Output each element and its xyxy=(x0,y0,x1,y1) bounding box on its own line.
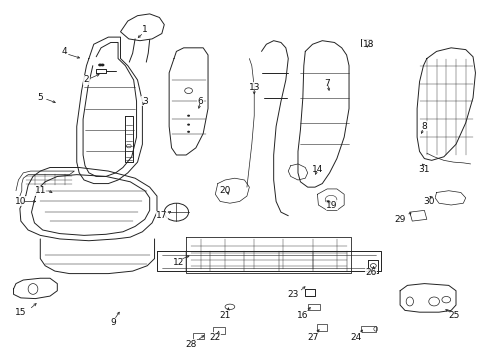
Text: 22: 22 xyxy=(209,333,221,342)
Text: 21: 21 xyxy=(219,311,230,320)
Text: 29: 29 xyxy=(394,215,405,224)
Circle shape xyxy=(187,123,190,126)
Text: 31: 31 xyxy=(418,165,429,174)
Text: 6: 6 xyxy=(198,97,203,106)
Text: 13: 13 xyxy=(248,83,260,92)
Bar xyxy=(193,333,203,339)
Bar xyxy=(361,326,375,332)
Circle shape xyxy=(187,131,190,133)
Circle shape xyxy=(98,64,102,66)
Text: 9: 9 xyxy=(110,318,116,327)
Text: 7: 7 xyxy=(324,79,329,88)
Text: 3: 3 xyxy=(142,97,147,106)
Text: 1: 1 xyxy=(142,26,147,35)
Bar xyxy=(212,327,224,334)
Text: 5: 5 xyxy=(38,93,43,102)
Text: 23: 23 xyxy=(287,290,298,299)
Text: 20: 20 xyxy=(219,186,230,195)
Text: 25: 25 xyxy=(447,311,458,320)
Text: 2: 2 xyxy=(83,76,89,85)
Text: 12: 12 xyxy=(173,258,184,267)
Bar xyxy=(317,324,326,331)
Text: 4: 4 xyxy=(61,47,67,56)
Text: 26: 26 xyxy=(365,268,376,277)
Circle shape xyxy=(101,64,104,66)
Text: 24: 24 xyxy=(350,333,361,342)
Text: 17: 17 xyxy=(156,211,167,220)
Text: 11: 11 xyxy=(35,186,46,195)
Text: 14: 14 xyxy=(311,165,323,174)
Text: 18: 18 xyxy=(362,40,373,49)
Text: 16: 16 xyxy=(297,311,308,320)
Circle shape xyxy=(187,114,190,117)
Bar xyxy=(307,304,319,310)
Text: 10: 10 xyxy=(15,197,26,206)
Text: 30: 30 xyxy=(423,197,434,206)
Text: 28: 28 xyxy=(185,340,196,349)
Text: 8: 8 xyxy=(421,122,427,131)
Text: 15: 15 xyxy=(15,308,26,317)
Text: 27: 27 xyxy=(306,333,318,342)
Text: 19: 19 xyxy=(325,201,337,210)
